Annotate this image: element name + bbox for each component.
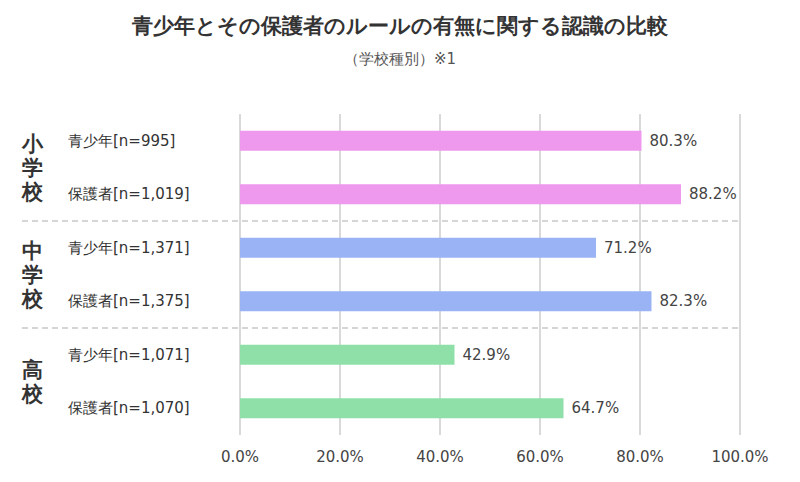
svg-text:青少年[n=995]: 青少年[n=995] xyxy=(68,132,175,150)
svg-text:40.0%: 40.0% xyxy=(416,448,464,466)
svg-text:20.0%: 20.0% xyxy=(316,448,364,466)
svg-text:82.3%: 82.3% xyxy=(660,292,708,310)
svg-text:保護者[n=1,019]: 保護者[n=1,019] xyxy=(68,185,190,203)
svg-text:高: 高 xyxy=(22,358,43,382)
svg-text:青少年[n=1,371]: 青少年[n=1,371] xyxy=(68,239,190,257)
svg-text:80.3%: 80.3% xyxy=(650,132,698,150)
svg-text:（学校種別）※1: （学校種別）※1 xyxy=(344,50,456,68)
svg-text:保護者[n=1,375]: 保護者[n=1,375] xyxy=(68,292,190,310)
svg-text:0.0%: 0.0% xyxy=(221,448,259,466)
svg-text:64.7%: 64.7% xyxy=(572,399,620,417)
svg-text:学: 学 xyxy=(22,156,43,180)
svg-text:小: 小 xyxy=(21,132,44,156)
svg-text:中: 中 xyxy=(22,239,43,263)
svg-text:校: 校 xyxy=(21,180,44,204)
svg-text:青少年とその保護者のルールの有無に関する認識の比較: 青少年とその保護者のルールの有無に関する認識の比較 xyxy=(131,14,669,38)
svg-text:100.0%: 100.0% xyxy=(711,448,768,466)
svg-text:60.0%: 60.0% xyxy=(516,448,564,466)
svg-text:保護者[n=1,070]: 保護者[n=1,070] xyxy=(68,399,190,417)
svg-text:80.0%: 80.0% xyxy=(616,448,664,466)
svg-text:学: 学 xyxy=(22,263,43,287)
svg-text:88.2%: 88.2% xyxy=(689,185,737,203)
svg-text:42.9%: 42.9% xyxy=(463,346,511,364)
svg-text:青少年[n=1,071]: 青少年[n=1,071] xyxy=(68,346,190,364)
svg-text:校: 校 xyxy=(21,287,44,311)
svg-text:71.2%: 71.2% xyxy=(604,239,652,257)
svg-text:校: 校 xyxy=(21,382,44,406)
